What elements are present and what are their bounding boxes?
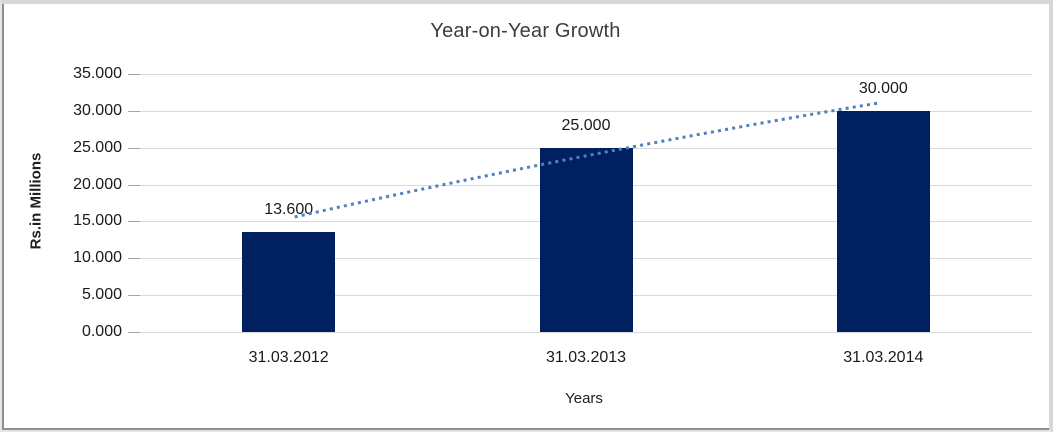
y-tick-label: 10.000 — [73, 249, 122, 266]
frame-bottom-edge — [2, 428, 1049, 430]
bar-value-label: 25.000 — [561, 116, 611, 134]
y-axis-title: Rs.in Millions — [27, 152, 45, 250]
x-category-label: 31.03.2014 — [843, 349, 924, 366]
x-axis-title: Years — [565, 390, 603, 407]
x-category-label: 31.03.2012 — [248, 349, 329, 366]
chart-title: Year-on-Year Growth — [430, 20, 621, 42]
bar-31.03.2012 — [242, 231, 336, 332]
y-tick-label: 0.000 — [81, 323, 122, 340]
y-tick-label: 5.000 — [81, 286, 122, 303]
y-tick-label: 25.000 — [73, 139, 122, 156]
bar-value-label: 13.600 — [264, 200, 314, 218]
bar-value-label: 30.000 — [858, 79, 908, 97]
y-gridline — [140, 332, 1032, 333]
bar-31.03.2014 — [836, 110, 930, 332]
y-tick-mark — [128, 185, 140, 186]
y-tick-label: 20.000 — [73, 176, 122, 193]
y-tick-label: 35.000 — [73, 65, 122, 82]
y-tick-mark — [128, 258, 140, 259]
bar-31.03.2013 — [539, 147, 633, 332]
y-tick-mark — [128, 148, 140, 149]
y-tick-label: 30.000 — [73, 102, 122, 119]
y-tick-mark — [128, 74, 140, 75]
x-category-label: 31.03.2013 — [545, 349, 627, 366]
y-tick-mark — [128, 332, 140, 333]
frame-left-edge — [2, 4, 4, 430]
y-tick-mark — [128, 295, 140, 296]
y-tick-label: 15.000 — [73, 212, 122, 229]
y-gridline — [140, 74, 1032, 75]
y-tick-mark — [128, 221, 140, 222]
y-tick-mark — [128, 111, 140, 112]
